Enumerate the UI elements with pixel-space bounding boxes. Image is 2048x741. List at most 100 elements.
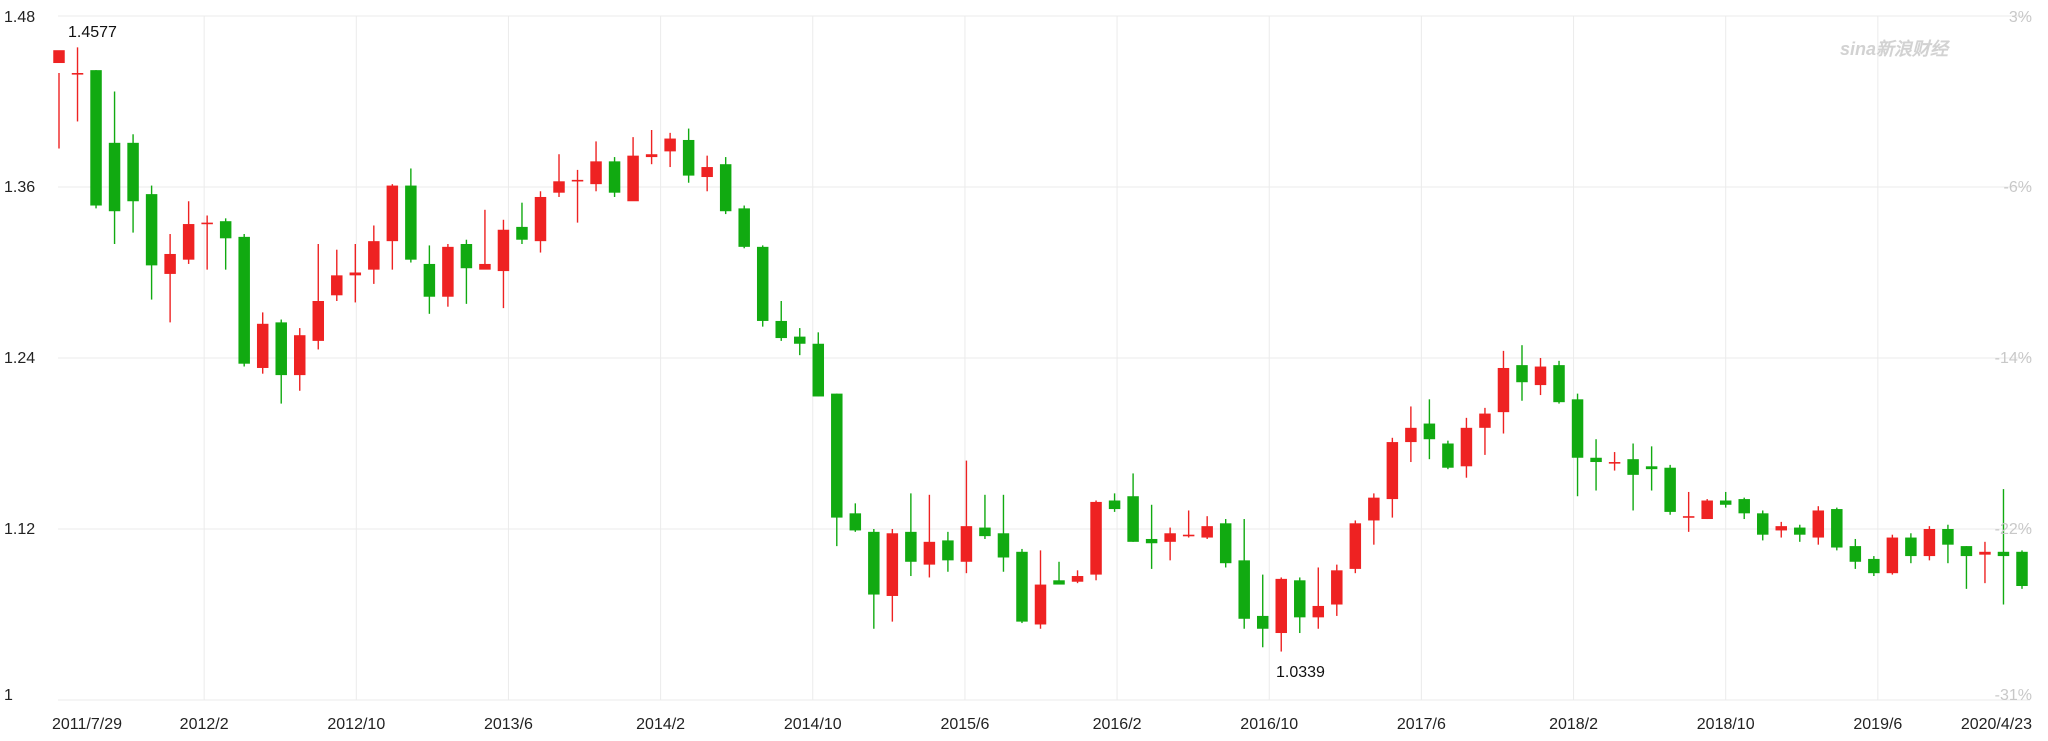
x-tick-label: 2016/10 xyxy=(1240,716,1298,733)
candle xyxy=(145,185,158,300)
candle xyxy=(442,244,454,307)
candle xyxy=(794,328,806,356)
candle-body xyxy=(979,527,991,537)
candle-body xyxy=(294,335,306,376)
candle xyxy=(1349,520,1362,574)
candle xyxy=(645,130,658,165)
candle xyxy=(1127,473,1139,542)
candle xyxy=(886,529,899,622)
candle xyxy=(1960,546,1973,589)
candle xyxy=(497,219,510,309)
candle xyxy=(1016,548,1028,624)
candle-body xyxy=(1701,500,1713,520)
candle-body xyxy=(1516,365,1528,383)
candle xyxy=(1053,561,1065,585)
candle-body xyxy=(738,208,750,247)
candle-body xyxy=(756,246,769,321)
candle-body xyxy=(1071,576,1084,582)
candle xyxy=(90,70,102,209)
candle xyxy=(368,225,380,284)
candle-body xyxy=(1794,527,1806,535)
candle xyxy=(534,191,547,253)
x-tick-label: 2019/6 xyxy=(1853,716,1902,733)
x-tick-label: 2011/7/29 xyxy=(52,716,122,733)
candle-body xyxy=(1627,459,1639,475)
candle xyxy=(386,184,399,270)
candle xyxy=(812,332,825,397)
x-tick-label: 2017/6 xyxy=(1397,716,1446,733)
candle xyxy=(1275,577,1287,652)
candle xyxy=(108,91,121,244)
candle-body xyxy=(1442,443,1454,468)
candle-body xyxy=(534,196,547,242)
candle-body xyxy=(368,241,380,270)
candle xyxy=(849,503,862,532)
candle-body xyxy=(886,533,899,596)
candle-body xyxy=(53,50,65,64)
candle-body xyxy=(127,142,139,202)
candle-body xyxy=(553,181,565,193)
candle-body xyxy=(1034,584,1047,625)
candle xyxy=(1942,524,1954,564)
candle-body xyxy=(1331,570,1343,605)
candle-body xyxy=(145,194,158,266)
candle-body xyxy=(1164,533,1176,542)
candle-body xyxy=(849,513,862,531)
y-right-tick-label: 3% xyxy=(2009,9,2032,26)
candle xyxy=(331,249,343,301)
candle xyxy=(2016,550,2028,589)
y-tick-label: 1.24 xyxy=(4,350,35,367)
candle xyxy=(979,494,991,539)
candle-body xyxy=(1590,457,1602,463)
candle xyxy=(1497,350,1510,434)
candle-body xyxy=(1108,500,1121,510)
candle-body xyxy=(108,142,121,212)
candle xyxy=(942,531,954,572)
candle xyxy=(1256,574,1269,648)
candle-body xyxy=(775,320,787,339)
candle-body xyxy=(812,343,825,397)
candle-body xyxy=(701,167,713,178)
candle-body xyxy=(442,246,454,297)
candle-body xyxy=(1831,509,1843,548)
candle xyxy=(1979,541,1991,584)
candle xyxy=(997,494,1010,572)
candle-body xyxy=(331,275,343,296)
candle xyxy=(1534,358,1547,396)
candle-body xyxy=(645,154,658,158)
candle-body xyxy=(831,393,843,518)
candle xyxy=(479,209,491,270)
candle xyxy=(1460,417,1473,478)
candle-body xyxy=(1053,580,1065,585)
candle-body xyxy=(627,155,639,202)
candle xyxy=(1516,345,1528,401)
candle-body xyxy=(1553,365,1565,403)
candle-body xyxy=(1868,558,1880,574)
candle-body xyxy=(1682,516,1695,518)
candle-body xyxy=(479,263,491,270)
candle xyxy=(1090,500,1102,581)
candle xyxy=(831,393,843,547)
x-tick-label: 2014/10 xyxy=(784,716,842,733)
candle xyxy=(1331,564,1343,616)
candle-body xyxy=(238,236,250,364)
candle xyxy=(1479,407,1491,455)
candle-body xyxy=(1497,367,1510,413)
y-tick-label: 1 xyxy=(4,687,13,704)
candle xyxy=(1719,491,1732,508)
candle xyxy=(608,157,621,197)
x-tick-label: 2012/10 xyxy=(327,716,385,733)
candle xyxy=(1294,577,1306,634)
candle-body xyxy=(1849,546,1862,562)
candle xyxy=(1923,526,1936,561)
candle-body xyxy=(1256,615,1269,629)
candle xyxy=(1312,567,1325,629)
candle xyxy=(460,239,473,304)
candle xyxy=(238,234,250,367)
candle-body xyxy=(1719,500,1732,505)
candle xyxy=(868,529,880,629)
candle-body xyxy=(1219,523,1232,564)
candle xyxy=(1905,533,1917,564)
candle xyxy=(1571,393,1584,497)
